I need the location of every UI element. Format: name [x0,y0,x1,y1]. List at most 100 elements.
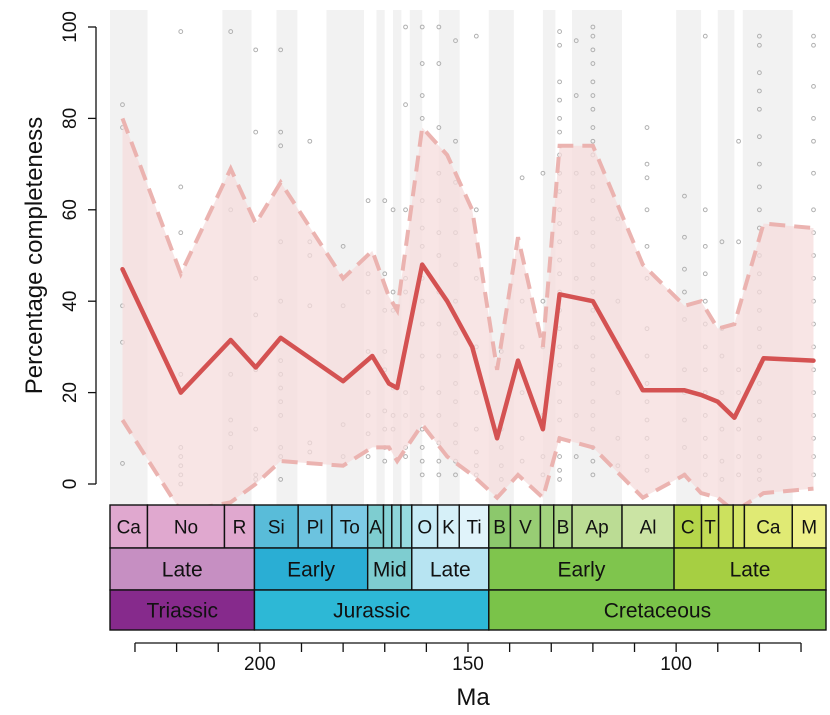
data-point [419,61,425,66]
data-point [756,33,762,39]
data-point [590,79,596,85]
data-point [682,234,687,240]
stage-label: V [519,517,532,538]
data-point [419,24,425,30]
data-point [644,175,650,181]
data-point [382,271,388,277]
y-tick-label: 100 [60,11,81,43]
completeness-line [120,262,816,441]
data-point [365,198,371,204]
data-point [590,93,596,98]
data-point [736,138,741,144]
data-point [307,138,313,144]
data-point [436,24,442,30]
data-point [736,239,741,245]
axes: 0 20 40 60 80 100 200 150 100 [60,11,802,675]
data-point [557,97,562,103]
data-point [178,230,184,236]
epoch-box [411,547,490,591]
stage-box [331,504,369,549]
data-point [702,298,708,304]
data-point [365,454,371,459]
data-point [278,477,284,482]
epoch-label: Late [430,559,471,582]
stage-label: C [681,517,695,538]
data-point [590,472,596,478]
data-point [540,170,546,176]
data-point [702,207,708,213]
y-tick-label: 80 [60,108,81,129]
epoch-box [673,547,827,591]
data-point [519,175,525,181]
data-point [682,266,687,272]
data-point [811,170,816,176]
stage-label: Ca [117,517,142,538]
stage-box [391,504,402,549]
data-point [436,472,442,478]
data-point [590,33,596,39]
data-point [756,134,762,140]
data-point [811,33,816,39]
band-area [122,118,814,505]
epoch-label: Early [558,559,606,582]
data-point [590,47,596,53]
data-point [473,207,479,213]
stage-box [382,504,393,549]
data-point [453,38,458,44]
data-point [419,445,425,450]
data-point [557,477,562,482]
data-point [253,129,259,135]
data-point [590,61,596,66]
data-point [644,161,650,167]
data-point [682,289,687,295]
data-point [453,138,458,144]
stage-label: B [557,517,570,538]
data-point [557,42,562,48]
period-label: Jurassic [333,600,410,623]
data-point [573,93,579,98]
data-point [702,33,708,39]
data-point [278,129,284,135]
x-tick-label: 200 [244,654,276,675]
confidence-band [120,117,814,505]
y-tick-label: 20 [60,382,81,403]
period-label: Triassic [146,600,218,623]
stage-label: Ap [585,517,608,538]
data-point [756,106,762,112]
data-point [756,184,762,190]
data-point [390,289,396,295]
data-point [419,116,425,121]
data-point [557,79,562,85]
lower-bound-line [120,418,814,505]
data-point [811,138,816,144]
stage-label: M [801,517,817,538]
data-point [390,207,396,213]
data-point [644,207,650,213]
data-point [756,161,762,167]
upper-bound-line [120,117,814,371]
data-point [557,29,562,34]
x-tick-label: 100 [660,654,692,675]
stage-box [109,504,149,549]
data-point [453,472,458,478]
period-label: Cretaceous [604,600,711,623]
data-point [756,70,762,76]
stage-box [732,504,746,549]
data-point [590,125,596,130]
x-tick-label: 150 [452,654,484,675]
data-point [120,102,125,108]
data-point [403,24,408,30]
data-point [590,138,596,144]
data-point [120,461,125,466]
x-axis-title: Ma [456,684,490,711]
data-point [382,198,388,204]
epoch-label: Late [162,559,203,582]
stage-label: Si [268,517,285,538]
stage-label: R [233,517,247,538]
y-axis-title: Percentage completeness [21,117,48,395]
data-point [557,454,562,459]
data-point [573,38,579,44]
data-point [228,29,234,34]
data-point [178,29,184,34]
